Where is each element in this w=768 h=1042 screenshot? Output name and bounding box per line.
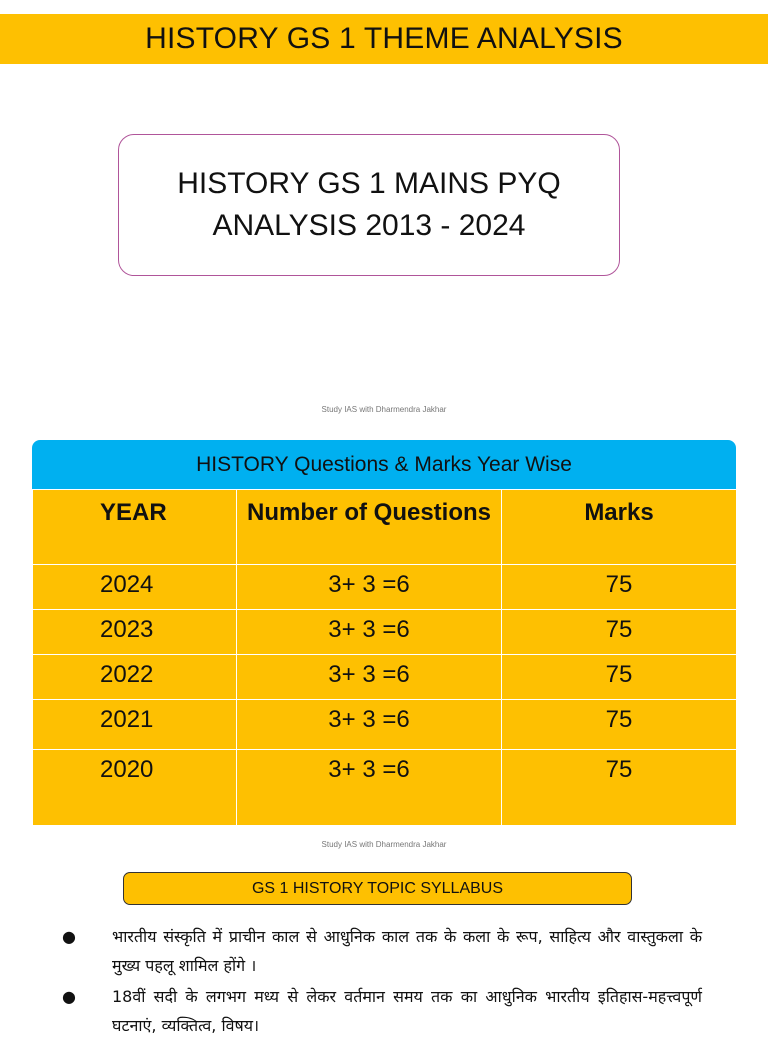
cell-questions: 3+ 3 =6: [236, 609, 502, 655]
table-header: HISTORY Questions & Marks Year Wise: [32, 440, 736, 489]
cell-marks: 75: [501, 609, 737, 655]
cell-year: 2024: [32, 564, 237, 610]
title-line-1: HISTORY GS 1 MAINS PYQ: [177, 167, 561, 200]
column-header-marks: Marks: [501, 489, 737, 565]
cell-marks: 75: [501, 564, 737, 610]
table-row: 2022 3+ 3 =6 75: [32, 654, 737, 700]
banner-title: HISTORY GS 1 THEME ANALYSIS: [145, 22, 623, 55]
watermark-bottom: Study IAS with Dharmendra Jakhar: [321, 840, 447, 849]
syllabus-item-text: 18वीं सदी के लगभग मध्य से लेकर वर्तमान स…: [112, 987, 702, 1035]
marks-table: YEAR Number of Questions Marks 2024 3+ 3…: [32, 489, 737, 826]
syllabus-list: ● भारतीय संस्कृति में प्राचीन काल से आधु…: [62, 922, 702, 1042]
syllabus-title: GS 1 HISTORY TOPIC SYLLABUS: [251, 879, 504, 897]
watermark-top: Study IAS with Dharmendra Jakhar: [321, 405, 447, 414]
cell-marks: 75: [501, 699, 737, 750]
table-column-headers: YEAR Number of Questions Marks: [32, 489, 737, 565]
title-box: HISTORY GS 1 MAINS PYQ ANALYSIS 2013 - 2…: [118, 134, 620, 276]
column-header-questions: Number of Questions: [236, 489, 502, 565]
bullet-icon: ●: [62, 927, 76, 946]
cell-questions: 3+ 3 =6: [236, 654, 502, 700]
cell-year: 2022: [32, 654, 237, 700]
list-item: ● 18वीं सदी के लगभग मध्य से लेकर वर्तमान…: [62, 982, 702, 1040]
cell-questions: 3+ 3 =6: [236, 564, 502, 610]
cell-questions: 3+ 3 =6: [236, 749, 502, 826]
column-header-year: YEAR: [32, 489, 237, 565]
title-line-2: ANALYSIS 2013 - 2024: [212, 209, 526, 242]
syllabus-item-text: भारतीय संस्कृति में प्राचीन काल से आधुनि…: [112, 927, 702, 975]
cell-year: 2021: [32, 699, 237, 750]
cell-year: 2020: [32, 749, 237, 826]
cell-marks: 75: [501, 749, 737, 826]
cell-marks: 75: [501, 654, 737, 700]
table-header-title: HISTORY Questions & Marks Year Wise: [196, 452, 572, 476]
cell-year: 2023: [32, 609, 237, 655]
syllabus-title-box: GS 1 HISTORY TOPIC SYLLABUS: [123, 872, 632, 905]
cell-questions: 3+ 3 =6: [236, 699, 502, 750]
year-wise-table: HISTORY Questions & Marks Year Wise YEAR…: [32, 440, 737, 826]
bullet-icon: ●: [62, 987, 76, 1006]
top-banner: HISTORY GS 1 THEME ANALYSIS: [0, 14, 768, 64]
table-row: 2020 3+ 3 =6 75: [32, 749, 737, 826]
list-item: ● भारतीय संस्कृति में प्राचीन काल से आधु…: [62, 922, 702, 980]
table-row: 2021 3+ 3 =6 75: [32, 699, 737, 750]
table-row: 2024 3+ 3 =6 75: [32, 564, 737, 610]
table-row: 2023 3+ 3 =6 75: [32, 609, 737, 655]
